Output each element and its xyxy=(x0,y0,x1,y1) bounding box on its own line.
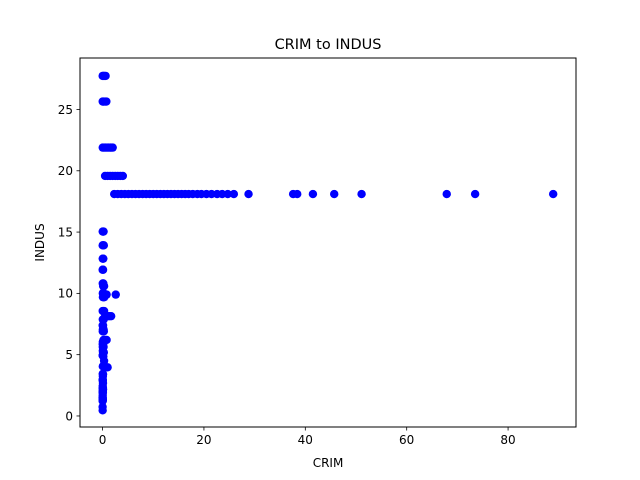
y-axis-ticks: 0 5 10 15 20 25 xyxy=(58,103,80,423)
data-point xyxy=(101,71,110,81)
data-point xyxy=(100,292,109,302)
data-point xyxy=(99,227,108,236)
y-tick-label: 20 xyxy=(58,164,73,178)
data-point xyxy=(98,281,108,291)
x-tick-label: 80 xyxy=(500,433,515,447)
data-point xyxy=(103,363,112,372)
data-point xyxy=(98,265,108,274)
y-axis-label: INDUS xyxy=(33,223,47,261)
y-tick-label: 5 xyxy=(65,348,73,362)
data-point xyxy=(442,189,451,199)
data-point xyxy=(118,171,128,181)
data-point xyxy=(244,189,253,199)
plot-area-frame xyxy=(79,57,577,428)
data-point xyxy=(99,254,108,263)
data-point xyxy=(99,241,109,250)
data-point xyxy=(548,189,558,199)
y-tick-label: 10 xyxy=(58,287,73,301)
y-tick-label: 25 xyxy=(58,103,73,117)
data-point xyxy=(293,189,302,199)
data-point xyxy=(98,396,107,406)
data-point xyxy=(308,189,318,199)
data-point xyxy=(223,189,232,199)
chart-title: CRIM to INDUS xyxy=(275,37,382,53)
data-point xyxy=(106,311,116,321)
data-point xyxy=(470,189,480,199)
y-tick-label: 0 xyxy=(65,409,73,423)
x-tick-label: 20 xyxy=(196,433,211,447)
x-tick-label: 0 xyxy=(99,433,107,447)
data-point xyxy=(108,143,117,152)
data-point xyxy=(357,189,366,199)
data-point xyxy=(99,327,109,336)
y-tick-label: 15 xyxy=(58,225,73,239)
data-points xyxy=(98,71,558,415)
x-axis-label: CRIM xyxy=(313,456,344,470)
data-point xyxy=(330,189,339,199)
data-point xyxy=(111,290,120,299)
x-tick-label: 40 xyxy=(298,433,313,447)
x-axis-ticks: 0 20 40 60 80 xyxy=(99,427,516,447)
data-point xyxy=(102,97,111,106)
data-point xyxy=(98,406,107,415)
x-tick-label: 60 xyxy=(399,433,414,447)
data-point xyxy=(229,189,239,199)
